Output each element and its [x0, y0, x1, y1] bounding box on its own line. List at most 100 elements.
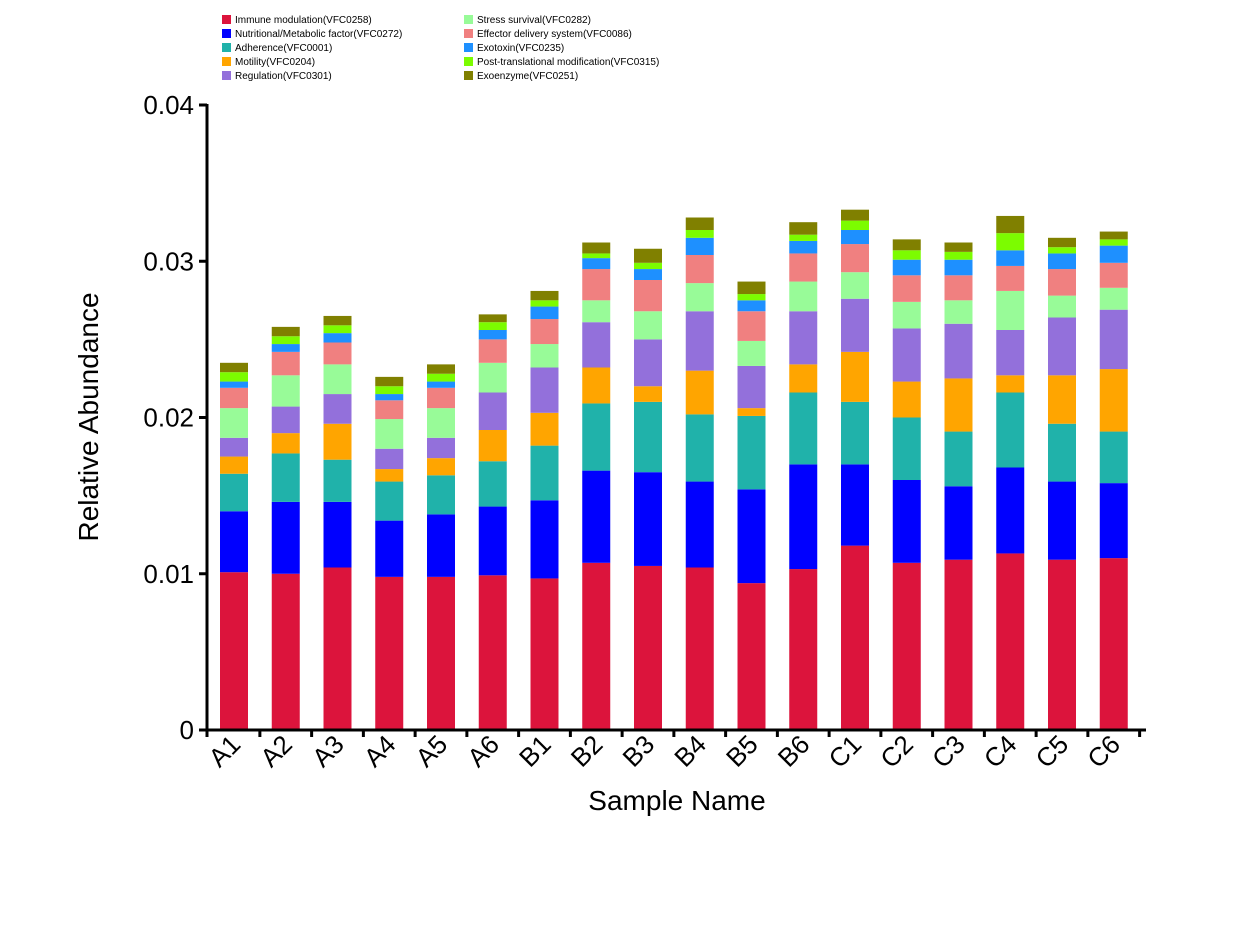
- bar-segment: [427, 408, 455, 438]
- legend-item: Effector delivery system(VFC0086): [464, 29, 632, 40]
- bar-segment: [1099, 239, 1128, 246]
- bar-segment: [841, 545, 869, 730]
- x-axis-title: Sample Name: [588, 785, 765, 816]
- bar-segment: [375, 376, 404, 387]
- bar-segment: [892, 381, 921, 418]
- bar-stack-C1: [841, 209, 869, 730]
- bar-segment: [323, 459, 352, 502]
- bar-segment: [841, 298, 869, 352]
- bar-segment: [427, 514, 455, 577]
- legend-label: Immune modulation(VFC0258): [235, 15, 372, 26]
- bar-stack-C3: [944, 242, 973, 730]
- bar-segment: [478, 314, 507, 323]
- bar-segment: [634, 565, 662, 730]
- bar-stack-A2: [271, 326, 300, 730]
- bar-segment: [841, 401, 869, 465]
- bar-segment: [737, 415, 766, 490]
- legend: Immune modulation(VFC0258) Nutritional/Me…: [222, 15, 659, 82]
- y-tick-label: 0: [180, 715, 194, 745]
- bar-segment: [1048, 481, 1076, 560]
- bar-segment: [789, 281, 818, 312]
- legend-item: Immune modulation(VFC0258): [222, 15, 372, 26]
- legend-swatch: [464, 43, 473, 52]
- bar-segment: [685, 283, 714, 312]
- bar-stack-C5: [1048, 237, 1076, 730]
- legend-swatch: [464, 71, 473, 80]
- bar-segment: [789, 311, 818, 365]
- bar-stack-A4: [375, 376, 404, 730]
- bar-segment: [892, 480, 921, 563]
- x-axis-ticks: A1 A2 A3 A4 A5 A6 B1 B2 B3 B4 B5 B6 C1 C2 C3 C4 C5 C6: [203, 729, 1142, 774]
- bar-segment: [375, 400, 404, 420]
- y-tick-label: 0.01: [143, 559, 194, 589]
- bar-segment: [841, 220, 869, 230]
- bar-segment: [996, 290, 1025, 330]
- bar-segment: [1099, 231, 1128, 240]
- bar-segment: [220, 456, 248, 474]
- bar-segment: [375, 394, 404, 401]
- bar-segment: [582, 403, 611, 471]
- bar-segment: [841, 244, 869, 273]
- legend-swatch: [464, 29, 473, 38]
- bar-segment: [789, 253, 818, 282]
- bar-segment: [892, 239, 921, 251]
- bar-segment: [1048, 559, 1076, 730]
- bar-segment: [323, 394, 352, 424]
- bar-segment: [1048, 253, 1076, 270]
- bar-segment: [944, 300, 973, 324]
- bar-segment: [634, 269, 662, 280]
- bar-segment: [1099, 287, 1128, 310]
- bar-segment: [685, 414, 714, 482]
- bar-segment: [220, 408, 248, 438]
- bar-segment: [530, 367, 559, 413]
- bar-segment: [737, 583, 766, 730]
- bar-segment: [789, 364, 818, 393]
- bar-segment: [685, 237, 714, 255]
- bar-segment: [323, 333, 352, 343]
- legend-item: Post-translational modification(VFC0315): [464, 57, 659, 68]
- bar-segment: [996, 250, 1025, 266]
- bar-segment: [271, 501, 300, 574]
- bar-segment: [685, 370, 714, 415]
- y-tick-label: 0.02: [143, 403, 194, 433]
- bar-segment: [996, 233, 1025, 251]
- bar-segment: [789, 569, 818, 730]
- legend-item: Nutritional/Metabolic factor(VFC0272): [222, 29, 402, 40]
- bar-segment: [530, 445, 559, 501]
- bar-segment: [478, 430, 507, 462]
- bar-segment: [530, 290, 559, 301]
- bar-segment: [944, 242, 973, 252]
- bar-segment: [530, 412, 559, 446]
- legend-item: Regulation(VFC0301): [222, 71, 332, 82]
- bar-segment: [220, 362, 248, 373]
- bar-segment: [841, 272, 869, 299]
- bar-segment: [530, 300, 559, 307]
- bar-stack-C2: [892, 239, 921, 730]
- bar-stacks: [220, 209, 1128, 730]
- legend-item: Stress survival(VFC0282): [464, 15, 591, 26]
- bar-segment: [220, 387, 248, 409]
- bar-segment: [323, 342, 352, 365]
- bar-segment: [582, 269, 611, 301]
- bar-stack-A6: [478, 314, 507, 730]
- bar-segment: [582, 253, 611, 259]
- bar-segment: [530, 344, 559, 368]
- bar-segment: [375, 419, 404, 449]
- legend-label: Regulation(VFC0301): [235, 71, 332, 82]
- bar-segment: [996, 553, 1025, 730]
- bar-segment: [375, 481, 404, 521]
- bar-segment: [737, 489, 766, 584]
- bar-segment: [789, 392, 818, 465]
- x-tick-label: A1: [203, 729, 247, 773]
- bar-segment: [427, 437, 455, 459]
- bar-segment: [271, 326, 300, 337]
- bar-segment: [789, 234, 818, 241]
- legend-item: Exotoxin(VFC0235): [464, 43, 564, 54]
- bar-stack-C6: [1099, 231, 1128, 730]
- bar-segment: [375, 576, 404, 730]
- bar-segment: [737, 365, 766, 409]
- bar-segment: [841, 351, 869, 402]
- bar-segment: [841, 464, 869, 546]
- bar-segment: [685, 481, 714, 568]
